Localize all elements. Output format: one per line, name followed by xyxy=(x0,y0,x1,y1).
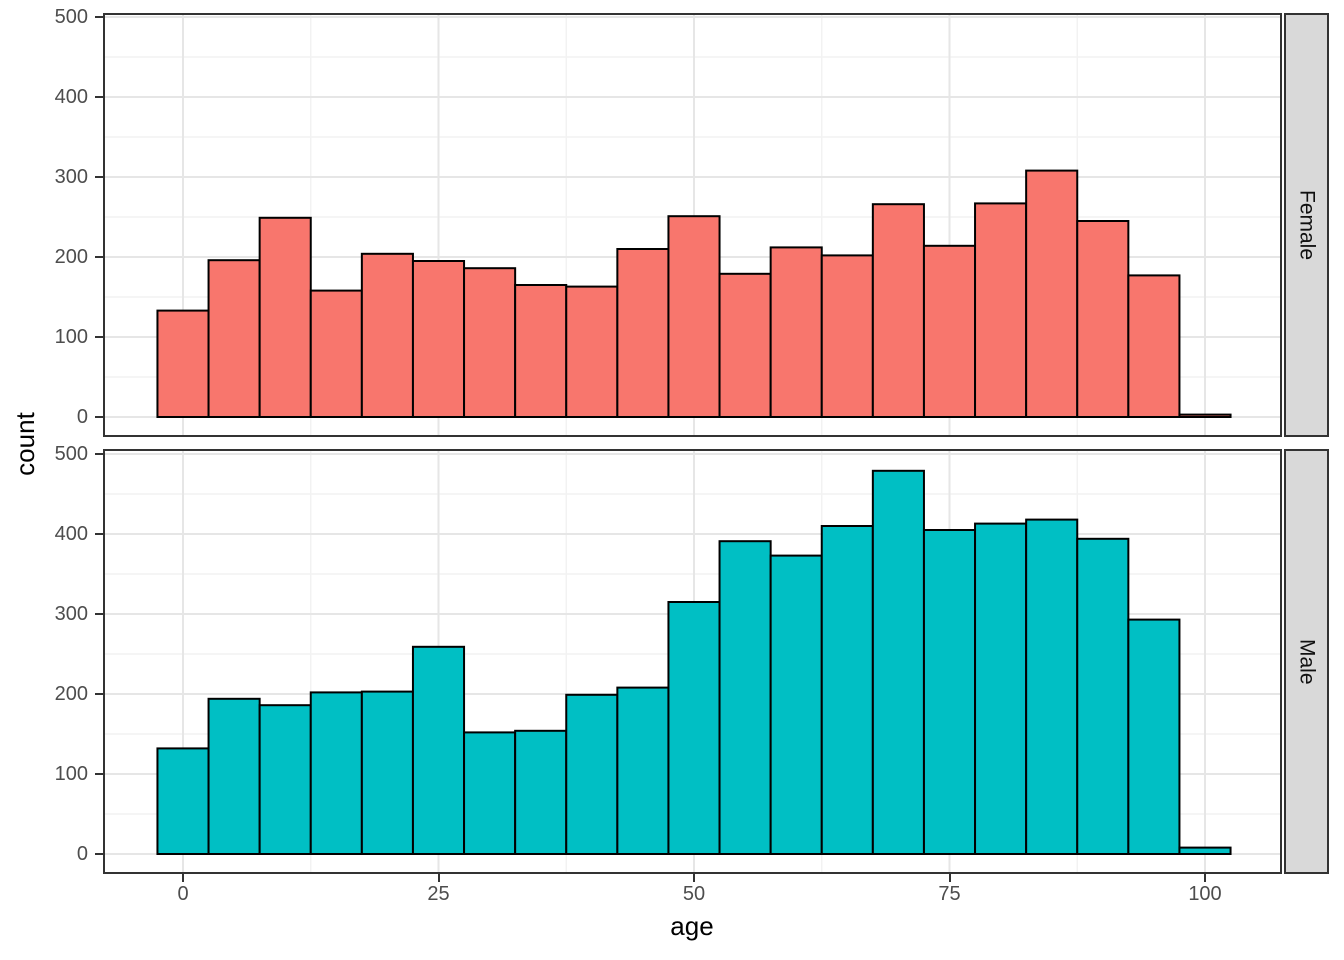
histogram-bar-male-55 xyxy=(718,540,772,855)
facet-panel-female xyxy=(103,13,1282,437)
x-tick-mark xyxy=(1204,874,1206,882)
y-tick-label: 500 xyxy=(54,443,88,465)
histogram-bar-male-90 xyxy=(1076,537,1130,856)
histogram-bar-female-85 xyxy=(1025,169,1079,418)
histogram-bar-male-30 xyxy=(463,731,517,855)
y-tick-label: 100 xyxy=(54,326,88,348)
y-tick-mark xyxy=(95,453,103,455)
y-tick-label: 400 xyxy=(54,86,88,108)
histogram-bar-female-15 xyxy=(309,289,363,419)
x-tick-mark xyxy=(948,874,951,882)
histogram-bar-female-45 xyxy=(616,248,670,418)
histogram-bar-male-35 xyxy=(514,729,568,855)
histogram-bar-female-0 xyxy=(156,309,210,419)
histogram-bar-male-65 xyxy=(820,525,874,855)
histogram-bar-female-70 xyxy=(871,203,925,418)
y-tick-mark xyxy=(95,693,103,695)
histogram-bar-male-25 xyxy=(411,645,466,855)
y-tick-mark xyxy=(95,533,103,535)
histogram-bar-female-5 xyxy=(207,259,261,418)
histogram-bar-male-10 xyxy=(258,704,312,856)
x-tick-mark xyxy=(182,874,184,882)
histogram-bar-female-95 xyxy=(1127,274,1181,418)
histogram-bar-male-0 xyxy=(156,747,210,855)
y-tick-mark xyxy=(95,773,103,775)
histogram-bar-female-40 xyxy=(565,285,619,418)
y-tick-mark xyxy=(95,176,103,178)
histogram-bar-female-90 xyxy=(1076,220,1130,418)
x-tick-mark xyxy=(437,874,440,882)
histogram-bar-female-50 xyxy=(667,215,721,418)
histogram-bar-male-100 xyxy=(1178,846,1232,856)
histogram-bar-female-10 xyxy=(258,216,312,418)
histogram-bar-male-20 xyxy=(360,690,414,855)
histogram-bar-male-60 xyxy=(769,554,823,855)
y-tick-label: 100 xyxy=(54,763,88,785)
histogram-bar-male-75 xyxy=(922,529,977,855)
facet-panel-male xyxy=(103,449,1282,874)
histogram-bar-female-35 xyxy=(514,284,568,418)
histogram-bar-female-25 xyxy=(411,260,466,418)
y-tick-label: 300 xyxy=(54,603,88,625)
x-axis-title: age xyxy=(670,911,714,941)
histogram-bar-female-55 xyxy=(718,272,772,418)
histogram-bar-female-100 xyxy=(1178,413,1232,419)
y-tick-mark xyxy=(95,613,103,615)
histogram-bar-male-45 xyxy=(616,686,670,855)
histogram-bar-male-50 xyxy=(667,601,721,855)
y-tick-mark xyxy=(95,256,103,258)
histogram-bar-male-95 xyxy=(1127,618,1181,855)
histogram-bar-female-30 xyxy=(463,267,517,418)
y-tick-label: 300 xyxy=(54,166,88,188)
y-tick-label: 400 xyxy=(54,523,88,545)
y-tick-mark xyxy=(95,16,103,18)
histogram-bar-female-80 xyxy=(974,202,1028,418)
x-tick-label: 50 xyxy=(682,883,706,905)
facet-strip-female: Female xyxy=(1284,13,1329,437)
y-tick-mark xyxy=(95,336,103,338)
histogram-bar-female-65 xyxy=(820,254,874,418)
histogram-bar-male-70 xyxy=(871,469,925,856)
y-tick-mark xyxy=(95,853,103,855)
y-tick-mark xyxy=(95,416,103,418)
panel-border xyxy=(103,449,1282,874)
x-tick-label: 0 xyxy=(177,883,189,905)
x-tick-label: 75 xyxy=(938,883,961,905)
histogram-bar-male-85 xyxy=(1025,518,1079,855)
x-tick-label: 100 xyxy=(1188,883,1222,905)
y-tick-label: 0 xyxy=(76,843,88,865)
histogram-bar-female-60 xyxy=(769,246,823,418)
histogram-bar-female-75 xyxy=(922,244,977,418)
histogram-bar-male-40 xyxy=(565,693,619,855)
x-tick-mark xyxy=(693,874,695,882)
facet-strip-label-female: Female xyxy=(1295,189,1319,261)
histogram-bar-male-80 xyxy=(974,522,1028,855)
histogram-bar-male-15 xyxy=(309,691,363,855)
y-tick-label: 200 xyxy=(54,683,88,705)
y-tick-mark xyxy=(95,96,103,98)
facet-strip-male: Male xyxy=(1284,449,1329,874)
facet-strip-label-male: Male xyxy=(1295,638,1319,685)
histogram-bar-male-5 xyxy=(207,697,261,855)
y-tick-label: 500 xyxy=(54,6,88,28)
x-tick-label: 25 xyxy=(427,883,450,905)
y-tick-label: 0 xyxy=(76,406,88,428)
histogram-bar-female-20 xyxy=(360,252,414,418)
panel-border xyxy=(103,13,1282,437)
y-tick-label: 200 xyxy=(54,246,88,268)
